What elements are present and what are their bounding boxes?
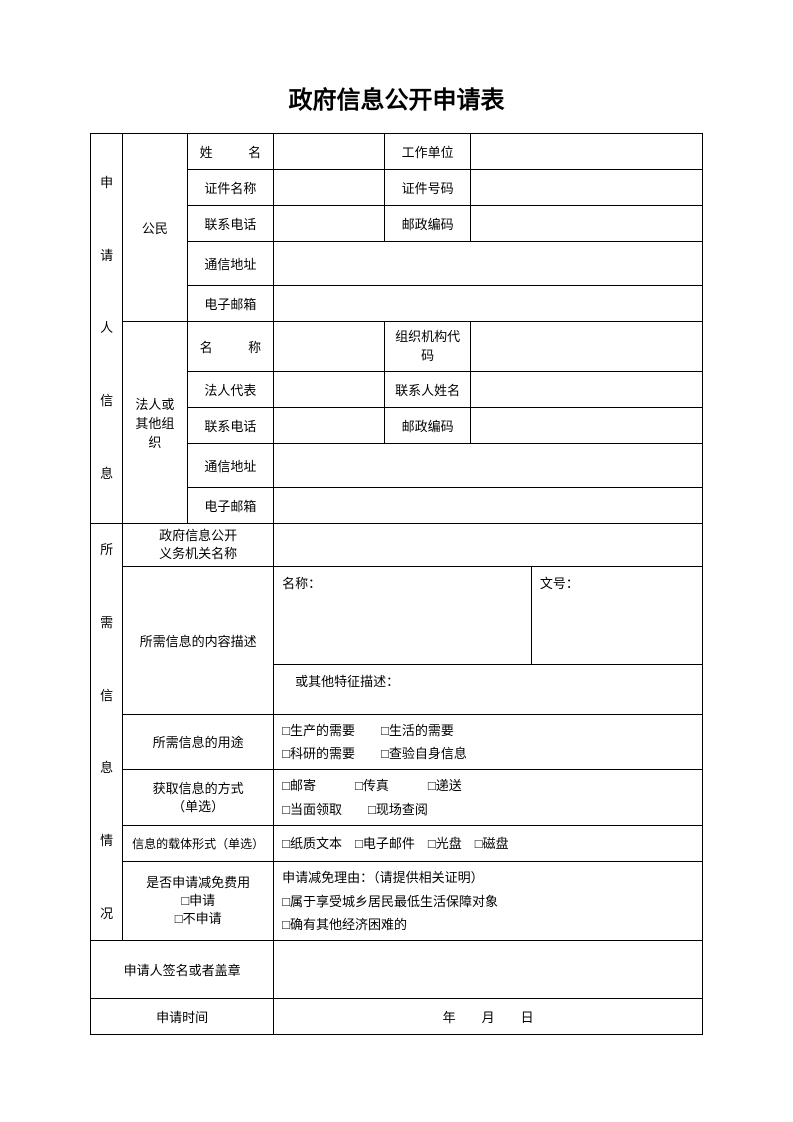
citizen-phone-value[interactable] [274,206,385,242]
org-postcode-value[interactable] [471,408,703,444]
citizen-address-label: 通信地址 [187,242,274,286]
work-unit-label: 工作单位 [384,134,471,170]
org-postcode-label: 邮政编码 [384,408,471,444]
contact-name-label: 联系人姓名 [384,372,471,408]
apply-time-field[interactable]: 年 月 日 [274,999,703,1035]
org-code-label: 组织机构代码 [384,322,471,372]
doc-name-field[interactable]: 名称： [274,567,532,664]
contact-name-value[interactable] [471,372,703,408]
work-unit-value[interactable] [471,134,703,170]
id-number-value[interactable] [471,170,703,206]
other-desc-field[interactable]: 或其他特征描述： [274,664,703,714]
doc-no-field[interactable]: 文号： [531,567,702,664]
signature-label: 申请人签名或者盖章 [91,941,274,999]
method-label: 获取信息的方式（单选） [123,770,274,826]
citizen-name-value[interactable] [274,134,385,170]
org-code-value[interactable] [471,322,703,372]
carrier-options[interactable]: □纸质文本 □电子邮件 □光盘 □磁盘 [274,826,703,862]
gov-agency-label: 政府信息公开义务机关名称 [123,524,274,567]
citizen-label: 公民 [123,134,187,322]
org-address-label: 通信地址 [187,444,274,488]
method-options[interactable]: □邮寄 □传真 □递送 □当面领取 □现场查阅 [274,770,703,826]
apply-time-label: 申请时间 [91,999,274,1035]
carrier-label: 信息的载体形式（单选） [123,826,274,862]
org-phone-label: 联系电话 [187,408,274,444]
org-name-label: 名 称 [187,322,274,372]
fee-reasons[interactable]: 申请减免理由：（请提供相关证明） □属于享受城乡居民最低生活保障对象 □确有其他… [274,862,703,941]
citizen-postcode-label: 邮政编码 [384,206,471,242]
org-phone-value[interactable] [274,408,385,444]
id-name-label: 证件名称 [187,170,274,206]
usage-label: 所需信息的用途 [123,714,274,770]
citizen-email-label: 电子邮箱 [187,286,274,322]
citizen-email-value[interactable] [274,286,703,322]
id-name-value[interactable] [274,170,385,206]
content-desc-label: 所需信息的内容描述 [123,567,274,714]
fee-label: 是否申请减免费用 □申请 □不申请 [123,862,274,941]
gov-agency-value[interactable] [274,524,703,567]
section-info: 所需信息情况 [91,524,123,941]
id-number-label: 证件号码 [384,170,471,206]
citizen-postcode-value[interactable] [471,206,703,242]
org-email-value[interactable] [274,488,703,524]
application-form-table: 申请人信息 公民 姓 名 工作单位 证件名称 证件号码 联系电话 邮政编码 通信… [90,133,703,1035]
signature-field[interactable] [274,941,703,999]
citizen-phone-label: 联系电话 [187,206,274,242]
org-name-value[interactable] [274,322,385,372]
legal-rep-label: 法人代表 [187,372,274,408]
legal-rep-value[interactable] [274,372,385,408]
org-label: 法人或其他组织 [123,322,187,524]
usage-options[interactable]: □生产的需要 □生活的需要 □科研的需要 □查验自身信息 [274,714,703,770]
section-applicant: 申请人信息 [91,134,123,524]
org-email-label: 电子邮箱 [187,488,274,524]
citizen-name-label: 姓 名 [187,134,274,170]
citizen-address-value[interactable] [274,242,703,286]
org-address-value[interactable] [274,444,703,488]
form-title: 政府信息公开申请表 [90,80,703,115]
